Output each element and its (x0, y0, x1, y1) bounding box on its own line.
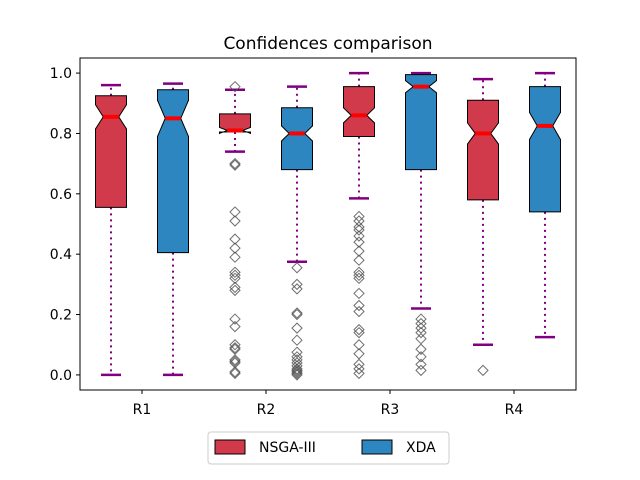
outlier-point (415, 332, 427, 345)
legend-swatch-nsga (214, 439, 246, 455)
outlier-point (353, 363, 365, 375)
outlier-point (229, 215, 241, 227)
box (529, 86, 561, 213)
box (467, 99, 499, 201)
outlier-point (353, 245, 365, 257)
outlier-point (229, 284, 241, 297)
outlier-point (353, 224, 365, 236)
x-tick-label: R4 (505, 402, 524, 418)
y-axis: 0.0 0.2 0.4 0.6 0.8 1.0 (50, 66, 80, 384)
outlier-point (353, 287, 365, 300)
outlier-point (229, 354, 241, 366)
box (157, 89, 189, 254)
outlier-point (291, 367, 303, 380)
y-tick-label: 0.0 (50, 368, 72, 384)
outlier-point (353, 323, 365, 336)
y-tick-label: 1.0 (50, 66, 72, 82)
outlier-point (415, 364, 427, 377)
outlier-point (415, 313, 427, 325)
outlier-point (229, 367, 241, 380)
outlier-point (353, 236, 365, 248)
chart-title: Confidences comparison (223, 34, 432, 54)
outlier-point (353, 299, 365, 312)
outlier-point (229, 313, 241, 325)
box (405, 74, 437, 171)
outlier-point (291, 307, 303, 319)
outlier-point (415, 326, 427, 339)
outlier-point (353, 326, 365, 339)
x-axis: R1 R2 R3 R4 (133, 390, 524, 418)
x-tick-label: R2 (257, 402, 276, 418)
outlier-point (229, 242, 241, 254)
y-tick-label: 0.8 (50, 126, 72, 142)
box (281, 107, 313, 171)
y-tick-label: 0.4 (50, 247, 72, 263)
outlier-point (353, 272, 365, 285)
outlier-point (229, 157, 241, 170)
outlier-point (229, 272, 241, 285)
outlier-point (229, 80, 241, 93)
outlier-point (291, 262, 303, 274)
outlier-point (353, 254, 365, 266)
outlier-point (291, 360, 303, 372)
legend-label-nsga: NSGA-III (259, 440, 316, 456)
legend: NSGA-III XDA (207, 431, 450, 465)
legend-label-xda: XDA (406, 440, 436, 456)
outlier-point (229, 251, 241, 263)
outlier-point (229, 281, 241, 294)
outlier-point (229, 342, 241, 354)
outlier-point (291, 369, 303, 381)
box (95, 95, 127, 208)
outlier-point (353, 339, 365, 351)
outlier-point (353, 266, 365, 278)
outlier-point (229, 339, 241, 351)
y-tick-label: 0.6 (50, 187, 72, 203)
outlier-point (353, 221, 365, 233)
outlier-point (477, 364, 489, 377)
outlier-point (229, 366, 241, 378)
outlier-point (291, 364, 303, 377)
plot-area (95, 71, 561, 381)
outlier-point (291, 366, 303, 378)
outlier-point (229, 233, 241, 245)
outlier-point (291, 351, 303, 363)
outlier-point (353, 230, 365, 242)
outlier-point (229, 159, 241, 171)
outlier-point (291, 363, 303, 375)
legend-swatch-xda (361, 439, 393, 455)
outlier-point (415, 358, 427, 371)
x-tick-label: R3 (381, 402, 400, 418)
outlier-point (291, 308, 303, 321)
plot-frame (79, 57, 577, 391)
outlier-point (353, 305, 365, 318)
outlier-point (415, 317, 427, 330)
box (343, 86, 375, 137)
outlier-point (291, 278, 303, 291)
outlier-point (353, 215, 365, 227)
outlier-point (291, 334, 303, 346)
outlier-point (415, 343, 427, 355)
outlier-point (415, 351, 427, 363)
outlier-point (229, 266, 241, 278)
outlier-point (353, 269, 365, 282)
outlier-point (291, 322, 303, 334)
outlier-point (291, 283, 303, 295)
outlier-point (229, 206, 241, 218)
outlier-point (353, 367, 365, 380)
y-tick-label: 0.2 (50, 308, 72, 324)
outlier-point (229, 269, 241, 282)
x-tick-label: R1 (133, 402, 152, 418)
outlier-point (353, 358, 365, 371)
outlier-point (229, 320, 241, 333)
